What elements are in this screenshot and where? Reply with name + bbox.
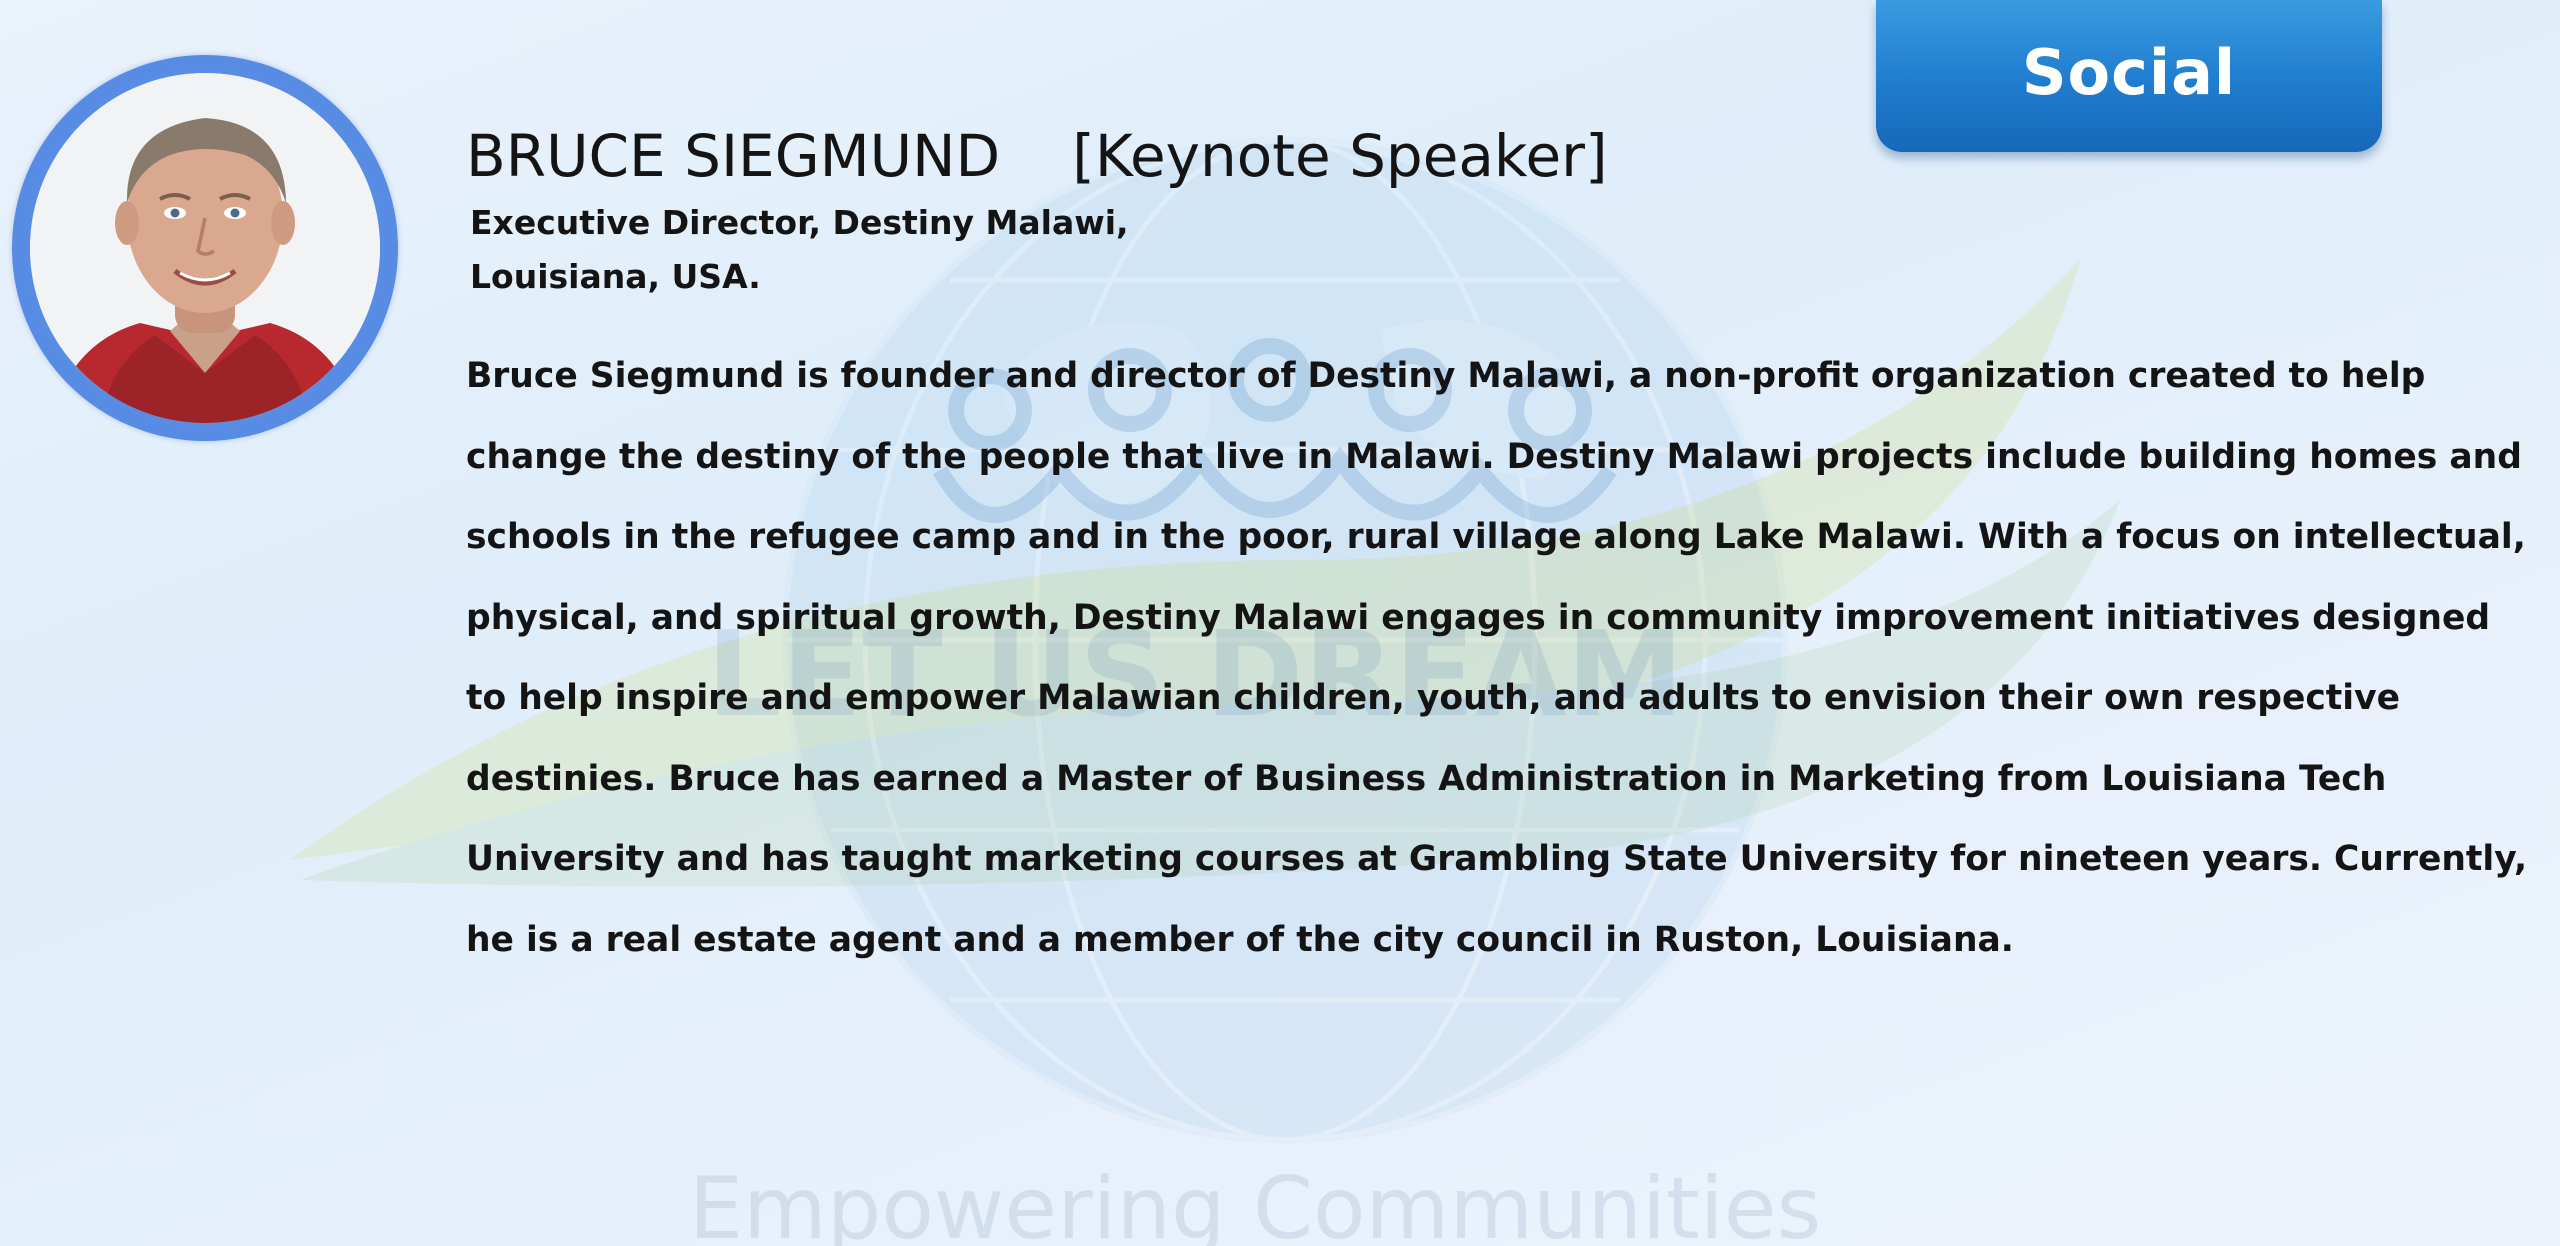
affiliation-line-1: Executive Director, Destiny Malawi, [470, 203, 1129, 242]
social-badge-label: Social [2021, 35, 2237, 109]
speaker-portrait-image [30, 73, 380, 423]
affiliation-line-2: Louisiana, USA. [470, 257, 761, 296]
speaker-heading: BRUCE SIEGMUND [Keynote Speaker] [466, 120, 1608, 192]
speaker-bio: Bruce Siegmund is founder and director o… [466, 356, 2528, 960]
speaker-avatar-frame [12, 55, 398, 441]
speaker-avatar [30, 73, 380, 423]
speaker-affiliation: Executive Director, Destiny Malawi, Loui… [470, 196, 1129, 304]
speaker-role: [Keynote Speaker] [1072, 122, 1608, 190]
speaker-name: BRUCE SIEGMUND [466, 122, 1001, 190]
social-badge: Social [1876, 0, 2382, 152]
tagline-watermark-text: Empowering Communities [689, 1159, 1822, 1246]
